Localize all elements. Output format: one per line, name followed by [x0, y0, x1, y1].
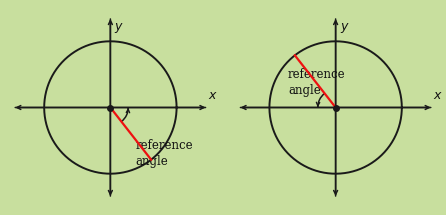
Text: $x$: $x$ — [433, 89, 443, 102]
Text: $x$: $x$ — [208, 89, 218, 102]
Text: $y$: $y$ — [114, 22, 124, 35]
Text: $y$: $y$ — [339, 22, 349, 35]
Text: reference
angle: reference angle — [288, 68, 346, 97]
Text: reference
angle: reference angle — [136, 139, 193, 168]
